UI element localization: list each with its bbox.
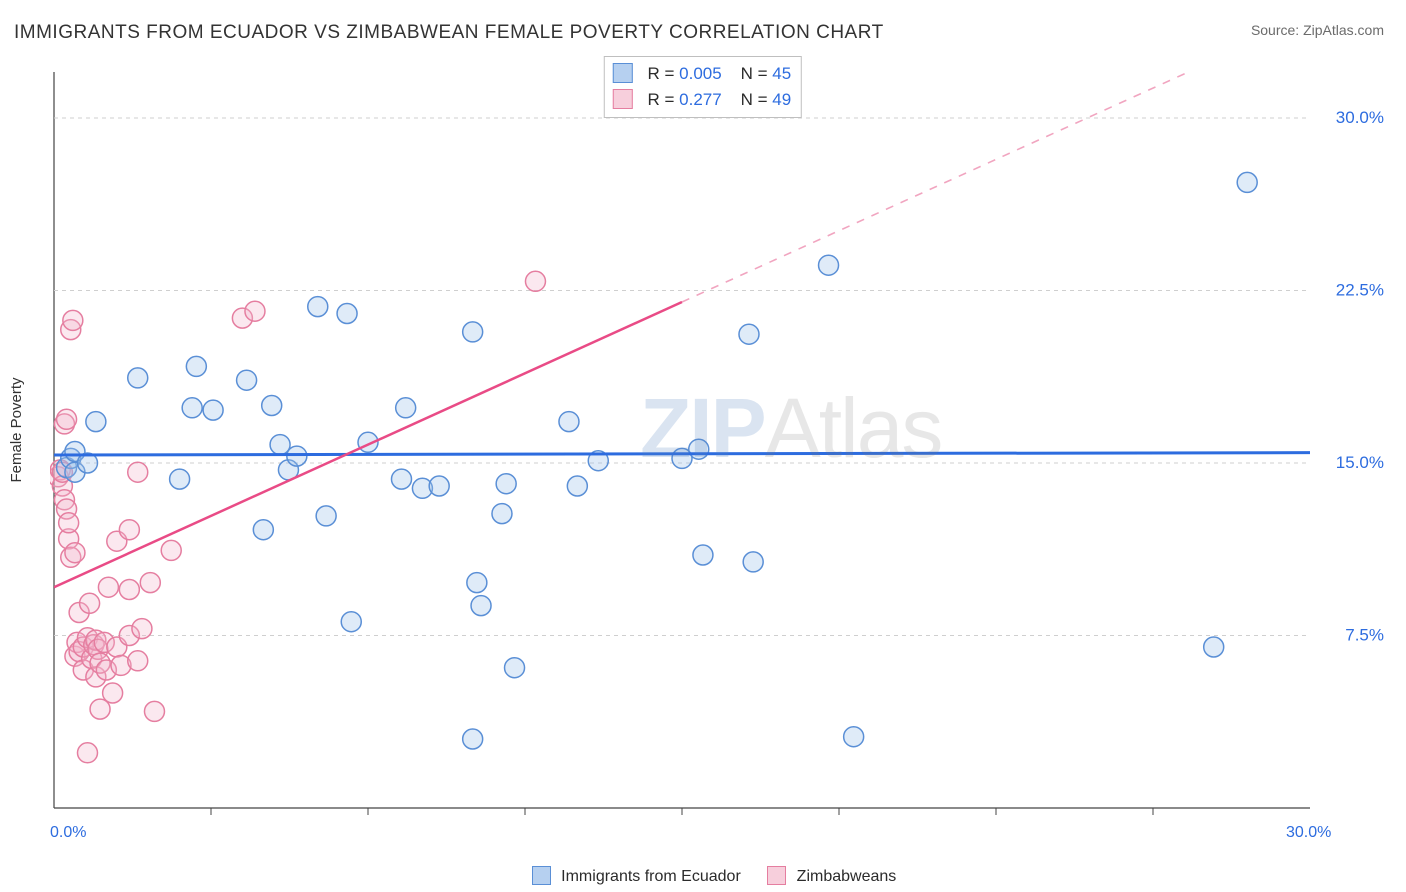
legend-row-ecuador: R = 0.005 N = 45 bbox=[613, 61, 791, 87]
n-label: N = bbox=[741, 64, 768, 83]
chart-svg: 7.5% 15.0% 22.5% 30.0% bbox=[50, 60, 1390, 850]
series-legend: Immigrants from Ecuador Zimbabweans bbox=[0, 866, 1406, 886]
svg-text:7.5%: 7.5% bbox=[1345, 626, 1384, 645]
source-label: Source: ZipAtlas.com bbox=[1251, 22, 1384, 38]
series-label-ecuador: Immigrants from Ecuador bbox=[561, 868, 741, 885]
r-label: R = bbox=[648, 90, 675, 109]
series-swatch-ecuador bbox=[532, 866, 551, 885]
legend-row-zimbabwe: R = 0.277 N = 49 bbox=[613, 87, 791, 113]
plot-area: 7.5% 15.0% 22.5% 30.0% bbox=[50, 60, 1390, 850]
n-value: 49 bbox=[772, 90, 791, 109]
series-label-zimbabwe: Zimbabweans bbox=[797, 868, 897, 885]
r-label: R = bbox=[648, 64, 675, 83]
y-axis-label: Female Poverty bbox=[8, 377, 25, 482]
series-swatch-zimbabwe bbox=[767, 866, 786, 885]
svg-text:22.5%: 22.5% bbox=[1336, 281, 1384, 300]
chart-title: IMMIGRANTS FROM ECUADOR VS ZIMBABWEAN FE… bbox=[14, 22, 884, 44]
correlation-legend: R = 0.005 N = 45 R = 0.277 N = 49 bbox=[604, 56, 802, 118]
chart-container: IMMIGRANTS FROM ECUADOR VS ZIMBABWEAN FE… bbox=[0, 0, 1406, 892]
x-axis-max-label: 30.0% bbox=[1286, 824, 1331, 842]
svg-text:30.0%: 30.0% bbox=[1336, 108, 1384, 127]
x-axis-min-label: 0.0% bbox=[50, 824, 86, 842]
r-value: 0.005 bbox=[679, 64, 722, 83]
n-value: 45 bbox=[772, 64, 791, 83]
legend-swatch-ecuador bbox=[613, 63, 633, 83]
legend-swatch-zimbabwe bbox=[613, 89, 633, 109]
n-label: N = bbox=[741, 90, 768, 109]
r-value: 0.277 bbox=[679, 90, 722, 109]
svg-text:15.0%: 15.0% bbox=[1336, 453, 1384, 472]
